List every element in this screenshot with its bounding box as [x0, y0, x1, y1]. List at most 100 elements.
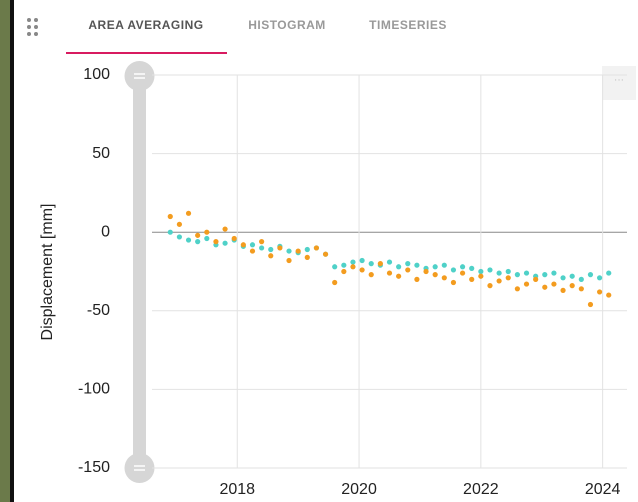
data-point	[451, 280, 456, 285]
data-point	[350, 259, 355, 264]
data-point	[222, 241, 227, 246]
data-point	[213, 239, 218, 244]
data-point	[579, 286, 584, 291]
data-point	[186, 211, 191, 216]
data-point	[442, 275, 447, 280]
data-point	[323, 252, 328, 257]
data-point	[414, 277, 419, 282]
data-point	[305, 247, 310, 252]
data-point	[387, 259, 392, 264]
data-point	[588, 302, 593, 307]
tab[interactable]: HISTOGRAM	[248, 18, 326, 32]
data-point	[177, 234, 182, 239]
data-point	[305, 255, 310, 260]
range-slider-track[interactable]	[133, 75, 146, 468]
data-point	[168, 214, 173, 219]
data-point	[460, 264, 465, 269]
data-point	[524, 281, 529, 286]
data-point	[232, 236, 237, 241]
data-point	[350, 264, 355, 269]
menu-icon: ···	[614, 75, 624, 86]
data-point	[195, 239, 200, 244]
data-point	[341, 269, 346, 274]
data-point	[588, 272, 593, 277]
data-point	[414, 263, 419, 268]
y-tick-label: 50	[92, 145, 110, 162]
data-point	[369, 272, 374, 277]
data-point	[259, 239, 264, 244]
data-point	[469, 277, 474, 282]
map-strip	[0, 0, 10, 502]
data-point	[551, 281, 556, 286]
x-tick-label: 2018	[219, 481, 255, 498]
data-point	[478, 269, 483, 274]
data-point	[177, 222, 182, 227]
data-point	[250, 248, 255, 253]
data-point	[560, 288, 565, 293]
data-point	[423, 269, 428, 274]
range-slider-handle[interactable]	[125, 453, 155, 483]
data-point	[341, 263, 346, 268]
x-tick-label: 2022	[463, 481, 499, 498]
data-point	[570, 274, 575, 279]
data-point	[268, 253, 273, 258]
data-point	[222, 226, 227, 231]
data-point	[259, 245, 264, 250]
data-point	[332, 280, 337, 285]
y-axis-label: Displacement [mm]	[39, 204, 56, 341]
data-point	[542, 272, 547, 277]
range-slider-handle[interactable]	[125, 61, 155, 91]
data-point	[560, 275, 565, 280]
data-point	[378, 261, 383, 266]
data-point	[469, 266, 474, 271]
data-point	[369, 261, 374, 266]
data-point	[277, 245, 282, 250]
data-point	[451, 267, 456, 272]
data-point	[533, 277, 538, 282]
data-point	[606, 270, 611, 275]
data-point	[286, 258, 291, 263]
data-point	[241, 242, 246, 247]
data-point	[405, 267, 410, 272]
data-point	[359, 258, 364, 263]
data-point	[168, 230, 173, 235]
x-tick-label: 2024	[585, 481, 621, 498]
data-point	[551, 270, 556, 275]
y-tick-label: -150	[78, 459, 110, 476]
screen: AREA AVERAGING HISTOGRAM TIMESERIES ··· …	[0, 0, 638, 502]
tab[interactable]: AREA AVERAGING	[88, 18, 203, 32]
data-point	[542, 285, 547, 290]
data-point	[524, 270, 529, 275]
data-point	[442, 263, 447, 268]
data-point	[497, 278, 502, 283]
data-point	[515, 286, 520, 291]
y-tick-label: 100	[83, 66, 110, 83]
data-point	[506, 275, 511, 280]
data-point	[195, 233, 200, 238]
data-point	[487, 283, 492, 288]
data-point	[487, 267, 492, 272]
data-point	[186, 237, 191, 242]
data-point	[506, 269, 511, 274]
y-tick-label: -50	[87, 302, 110, 319]
data-point	[478, 274, 483, 279]
data-point	[204, 236, 209, 241]
data-point	[396, 264, 401, 269]
x-tick-label: 2020	[341, 481, 377, 498]
drag-handle[interactable]	[27, 18, 38, 36]
data-point	[579, 277, 584, 282]
data-point	[597, 289, 602, 294]
data-point	[359, 267, 364, 272]
data-point	[497, 270, 502, 275]
data-point	[460, 270, 465, 275]
data-point	[570, 283, 575, 288]
data-point	[433, 272, 438, 277]
data-point	[606, 292, 611, 297]
tab[interactable]: TIMESERIES	[369, 18, 447, 32]
data-point	[597, 275, 602, 280]
data-point	[296, 248, 301, 253]
data-point	[396, 274, 401, 279]
y-tick-label: -100	[78, 381, 110, 398]
data-point	[433, 264, 438, 269]
